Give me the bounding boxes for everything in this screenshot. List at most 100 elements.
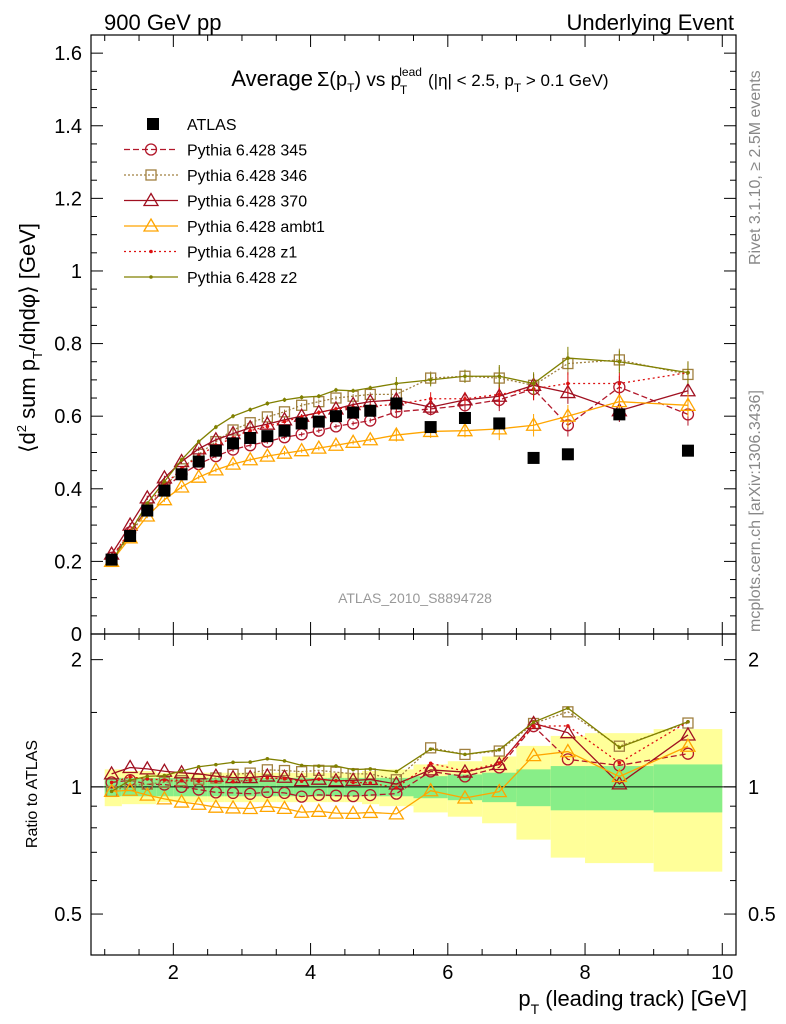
series-5-ratio-point [394,785,399,790]
series-2-ratio-point [278,764,291,777]
main-y-tick-label: 0.6 [54,406,82,428]
legend-marker [145,169,157,181]
series-5-ratio-point [428,761,433,766]
main-y-tick-label: 0.4 [54,479,82,501]
x-tick-label: 2 [168,962,179,984]
series-5-point [617,381,622,386]
series-1-ratio-point [244,787,257,800]
series-4-point [611,393,628,408]
series-5-ratio-point [179,778,184,783]
series-1-ratio-point [364,788,377,802]
ratio-band-inner [653,764,723,813]
series-3-point [422,398,439,413]
series-4-ratio-point [242,800,259,815]
series-6-point [231,414,235,418]
x-tick-label: 6 [442,962,453,984]
analysis-watermark: ATLAS_2010_S8894728 [338,590,492,606]
series-5-ratio-line [111,721,689,789]
ratio-y-tick-label: 2 [71,650,82,672]
series-1-ratio-point [681,747,695,760]
series-5-ratio-point [566,724,570,728]
legend-marker [149,275,153,279]
legend-label: Pythia 6.428 346 [187,168,307,185]
series-5-point [566,381,570,386]
series-6-ratio-point [109,789,114,794]
series-4-point [224,455,242,470]
series-1-ratio-point [295,790,308,803]
atlas-data-point [278,424,291,437]
series-5-ratio-point [231,779,235,784]
ratio-band-inner [585,766,654,811]
atlas-data-point [244,431,257,444]
series-6-ratio-point [617,745,622,750]
series-6-point [145,501,150,506]
series-5-ratio-point [351,780,355,785]
series-4-ratio-point [103,783,120,798]
series-1-ratio-line [111,725,689,798]
series-2-ratio-point [425,742,437,754]
x-tick-label: 8 [579,962,590,984]
legend-marker [144,143,158,156]
series-5-ratio-point [282,777,287,781]
main-y-tick-label: 0.8 [54,334,82,356]
series-4-point [327,436,345,451]
series-6-ratio-point [145,774,150,779]
series-4-point [207,461,225,476]
series-4-point [293,442,310,457]
series-1-ratio-point [312,788,325,802]
series-5-ratio-point [299,779,304,784]
atlas-data-point [458,411,471,424]
series-3-ratio-point [190,765,207,780]
series-4-point [525,416,542,431]
series-3-ratio-point [276,768,293,783]
series-3-ratio-point [139,760,156,775]
series-6-point [394,381,399,386]
ratio-plot-area: 2 4 6 8 10 0.5 0.5 1 1 2 2 [54,633,776,984]
series-4-ratio-point [293,803,310,818]
ratio-y-tick-label-right: 2 [748,650,759,672]
series-4-point [456,422,474,437]
series-2-point [278,406,291,418]
legend-label: Pythia 6.428 z2 [187,270,297,287]
series-6-point [686,370,690,375]
series-1-ratio-point [561,753,575,766]
series-4-ratio-point [344,805,362,819]
series-6-point [162,479,167,484]
legend-marker [147,118,159,130]
series-6-point [214,425,218,429]
series-4-ratio-point [276,800,293,815]
x-tick-label: 4 [305,962,316,984]
series-4-ratio-point [559,743,577,758]
series-6-ratio-point [162,773,167,778]
series-4-ratio-point [156,790,173,805]
atlas-data-point [295,417,308,430]
series-6-point [428,378,433,382]
series-4-ratio-point [139,786,156,801]
series-6-ratio-point [368,767,373,771]
series-5-ratio-point [463,769,467,773]
header-right: Underlying Event [566,10,734,35]
series-4-ratio-point [611,768,628,783]
series-5-point [317,410,321,415]
series-5-ratio-point [617,760,622,765]
header-left: 900 GeV pp [104,10,221,35]
series-3-ratio-point [559,724,577,739]
atlas-data-point [209,444,222,457]
series-6-ratio-point [196,764,201,769]
atlas-data-point [613,408,626,421]
main-y-tick-label: 1 [71,261,82,283]
series-5-point [463,396,467,401]
series-3-point [259,415,276,430]
series-2-ratio-line [111,711,689,793]
main-y-tick-label: 0 [71,624,82,646]
series-6-ratio-point [179,769,184,773]
series-6-ratio-point [128,778,132,782]
series-5-point [497,392,502,397]
series-5-point [428,396,433,401]
legend-label: Pythia 6.428 ambt1 [187,219,325,236]
main-y-tick-label: 1.2 [54,188,82,210]
atlas-data-point [424,421,437,434]
atlas-data-point [527,451,540,464]
series-1-ratio-point [261,785,274,799]
